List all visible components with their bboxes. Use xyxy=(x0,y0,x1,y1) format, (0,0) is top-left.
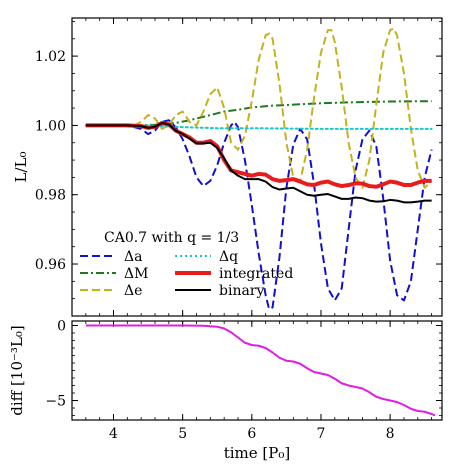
top-ytick-label: 0.96 xyxy=(35,257,66,273)
bottom-xlabel: time [P₀] xyxy=(224,444,291,462)
top-series-a-line xyxy=(85,119,433,311)
bottom-minor-ticks xyxy=(71,321,442,420)
bottom-series-diff-line xyxy=(85,324,436,417)
bottom-axes-frame xyxy=(71,320,443,421)
top-panel: 0.96 0.98 1.00 1.02 L/L₀ xyxy=(12,17,443,317)
bottom-xtick-label: 5 xyxy=(178,426,187,442)
top-series-binary-line xyxy=(85,121,432,204)
top-series-q-line xyxy=(84,124,433,130)
bottom-xtick-label: 8 xyxy=(386,426,395,442)
legend-label: Δq xyxy=(219,249,238,265)
bottom-xtick-label: 4 xyxy=(109,426,118,442)
top-series-M-line xyxy=(85,100,432,127)
legend-title: CA0.7 with q = 1/3 xyxy=(104,230,239,246)
bottom-panel: 4 5 6 7 8 −5 0 diff [10⁻³L₀] time [P₀] xyxy=(8,319,443,462)
legend-label: integrated xyxy=(219,266,293,282)
bottom-xtick-label: 6 xyxy=(247,426,256,442)
bottom-ylabel: diff [10⁻³L₀] xyxy=(8,325,26,416)
bottom-xtick-label: 7 xyxy=(317,426,326,442)
top-series-e-line xyxy=(85,27,433,189)
top-ytick-label: 1.00 xyxy=(35,118,66,134)
legend-label: binary xyxy=(219,283,264,299)
bottom-ytick-label: 0 xyxy=(57,319,66,335)
legend-label: ΔM xyxy=(124,266,148,282)
bottom-ytick-label: −5 xyxy=(45,394,66,410)
legend-label: Δe xyxy=(124,283,142,299)
legend-label: Δa xyxy=(124,249,142,265)
top-ylabel: L/L₀ xyxy=(12,152,30,183)
top-axes-frame xyxy=(71,17,443,317)
top-ytick-label: 0.98 xyxy=(35,188,66,204)
top-ytick-label: 1.02 xyxy=(35,49,66,65)
